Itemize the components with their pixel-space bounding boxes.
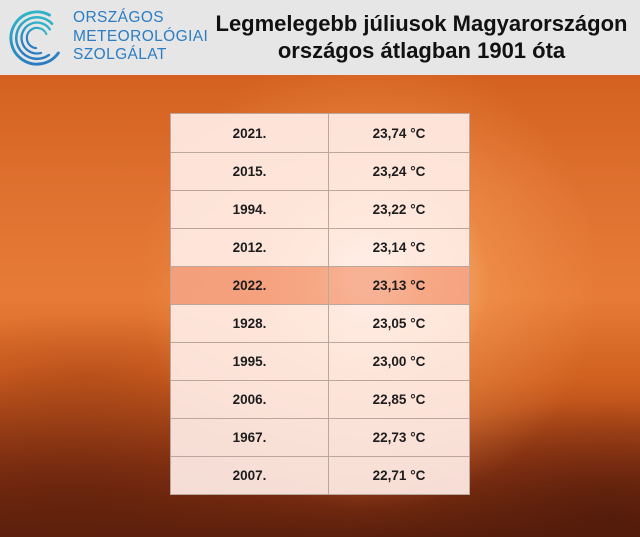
year-cell: 2015.	[171, 153, 329, 190]
year-cell: 2022.	[171, 267, 329, 304]
year-cell: 1928.	[171, 305, 329, 342]
logo-wordmark: ORSZÁGOS METEOROLÓGIAI SZOLGÁLAT	[73, 9, 208, 65]
table-row: 2007. 22,71 °C	[171, 456, 469, 494]
page-title: Legmelegebb júliusok Magyarországon orsz…	[205, 10, 638, 64]
temperature-cell: 22,73 °C	[372, 430, 426, 445]
temperature-cell: 23,22 °C	[372, 202, 426, 217]
year-cell: 2006.	[171, 381, 329, 418]
temperature-cell: 23,13 °C	[372, 278, 426, 293]
subtitle-line: országos átlagban 1901 óta	[277, 38, 566, 63]
hottest-julys-table: 2021. 23,74 °C 2015. 23,24 °C 1994. 23,2…	[170, 113, 470, 495]
year-cell: 2007.	[171, 457, 329, 494]
year-cell: 1967.	[171, 419, 329, 456]
temperature-cell: 23,14 °C	[372, 240, 426, 255]
table-row: 1928. 23,05 °C	[171, 304, 469, 342]
table-row: 2022. 23,13 °C	[171, 266, 469, 304]
table-row: 2021. 23,74 °C	[171, 114, 469, 152]
year-cell: 1995.	[171, 343, 329, 380]
omsz-swirl-icon	[9, 10, 65, 66]
table-row: 2012. 23,14 °C	[171, 228, 469, 266]
year-cell: 2012.	[171, 229, 329, 266]
logo-line: ORSZÁGOS	[73, 9, 165, 26]
table-row: 1967. 22,73 °C	[171, 418, 469, 456]
temperature-cell: 22,71 °C	[372, 468, 426, 483]
table-row: 2006. 22,85 °C	[171, 380, 469, 418]
title-line: Legmelegebb júliusok Magyarországon	[215, 11, 628, 36]
table-row: 1994. 23,22 °C	[171, 190, 469, 228]
temperature-cell: 23,05 °C	[372, 316, 426, 331]
header-bar: ORSZÁGOS METEOROLÓGIAI SZOLGÁLAT Legmele…	[0, 0, 640, 75]
table-row: 2015. 23,24 °C	[171, 152, 469, 190]
temperature-cell: 23,24 °C	[372, 164, 426, 179]
temperature-cell: 23,74 °C	[372, 125, 426, 141]
logo-line: METEOROLÓGIAI	[73, 27, 209, 45]
year-cell: 1994.	[171, 191, 329, 228]
year-cell: 2021.	[171, 114, 329, 152]
logo-line: SZOLGÁLAT	[73, 46, 167, 63]
table-row: 1995. 23,00 °C	[171, 342, 469, 380]
temperature-cell: 22,85 °C	[372, 392, 426, 407]
omsz-logo: ORSZÁGOS METEOROLÓGIAI SZOLGÁLAT	[6, 6, 211, 70]
temperature-cell: 23,00 °C	[372, 354, 426, 369]
